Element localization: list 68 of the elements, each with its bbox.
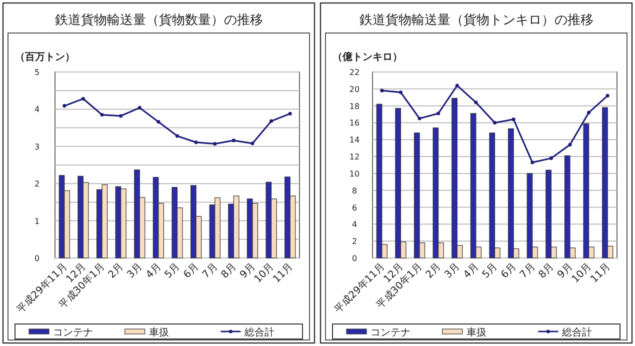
x-tick-label: 8月 — [219, 261, 239, 281]
legend-label: 車扱 — [148, 326, 169, 338]
y-tick-label: 4 — [34, 105, 40, 114]
y-tick-label: 3 — [34, 142, 40, 152]
y-tick-label: 10 — [349, 169, 360, 178]
y-tick-label: 14 — [349, 136, 360, 145]
x-tick-label: 5月 — [163, 261, 182, 281]
legend-label: コンテナ — [53, 328, 93, 338]
point — [492, 120, 497, 125]
x-tick-label: 6月 — [499, 261, 519, 281]
chart-title: 鉄道貨物輸送量（貨物トンキロ）の推移 — [359, 13, 594, 28]
point — [194, 140, 198, 144]
y-tick-label: 2 — [34, 180, 40, 189]
point — [418, 116, 422, 120]
y-tick-label: 2 — [352, 237, 358, 246]
point — [586, 110, 591, 114]
point — [436, 112, 440, 116]
y-tick-label: 20 — [349, 84, 360, 94]
point — [250, 142, 254, 146]
y-tick-label: 6 — [352, 203, 358, 212]
x-tick-label: 8月 — [536, 261, 556, 281]
point — [156, 120, 160, 124]
legend-label: 車扱 — [466, 326, 486, 338]
y-tick-label: 5 — [34, 68, 40, 77]
point — [398, 90, 403, 94]
point — [568, 142, 572, 147]
y-tick-label: 4 — [352, 220, 358, 230]
point — [530, 160, 534, 164]
point — [549, 156, 553, 160]
y-tick-label: 0 — [34, 254, 40, 263]
y-tick-label: 22 — [349, 68, 360, 77]
point — [81, 96, 86, 101]
y-tick-label: 0 — [352, 254, 358, 263]
point — [119, 114, 123, 118]
y-axis-title: （百万トン） — [15, 52, 75, 63]
y-tick-label: 16 — [349, 118, 360, 128]
x-tick-label: 3月 — [125, 261, 145, 281]
point — [232, 138, 236, 142]
x-tick-label: 4月 — [144, 261, 164, 281]
x-tick-label: 7月 — [200, 261, 220, 281]
y-tick-label: 8 — [352, 186, 358, 196]
point — [269, 119, 274, 123]
point — [474, 100, 478, 104]
point — [213, 142, 217, 146]
x-tick-label: 3月 — [442, 261, 462, 281]
point — [100, 112, 104, 117]
point — [175, 134, 180, 138]
y-tick-label: 12 — [349, 152, 360, 162]
point — [606, 94, 610, 98]
point — [62, 104, 66, 108]
point — [380, 88, 384, 92]
x-tick-label: 6月 — [182, 261, 202, 281]
legend-label: 総合計 — [244, 326, 275, 338]
x-tick-label: 7月 — [518, 261, 538, 281]
point — [455, 84, 459, 88]
x-tick-label: 2月 — [106, 261, 126, 281]
x-tick-label: 2月 — [424, 261, 444, 281]
point — [138, 106, 142, 110]
legend-label: コンテナ — [370, 328, 410, 338]
chart-title: 鉄道貨物輸送量（貨物数量）の推移 — [54, 13, 263, 28]
point — [512, 118, 516, 122]
y-tick-label: 1 — [34, 216, 40, 226]
x-tick-label: 4月 — [462, 261, 482, 281]
point — [288, 112, 292, 116]
y-axis-title: （億トンキロ） — [332, 51, 402, 63]
x-tick-label: 5月 — [480, 261, 500, 281]
y-tick-label: 18 — [349, 102, 360, 111]
legend-label: 総合計 — [561, 326, 592, 338]
